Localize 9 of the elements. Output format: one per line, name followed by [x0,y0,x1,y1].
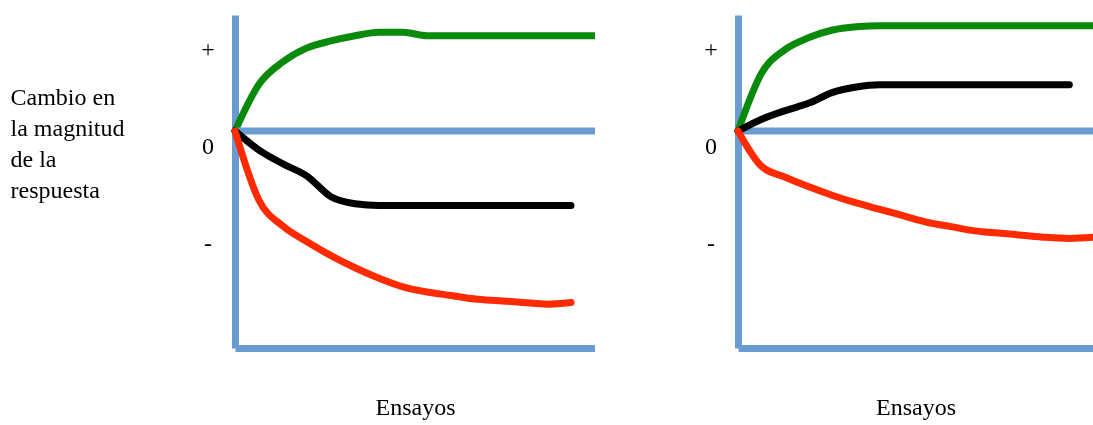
text: 0 [202,133,214,159]
x-axis-title: Ensayos [375,393,456,420]
y-axis-title: Cambio en la magnitud de la respuesta [10,83,125,203]
text: - [707,230,715,256]
text: 0 [705,133,717,159]
text: + [201,36,215,62]
text: - [204,230,212,256]
text: + [704,36,718,62]
x-axis-title: Ensayos [876,393,956,420]
